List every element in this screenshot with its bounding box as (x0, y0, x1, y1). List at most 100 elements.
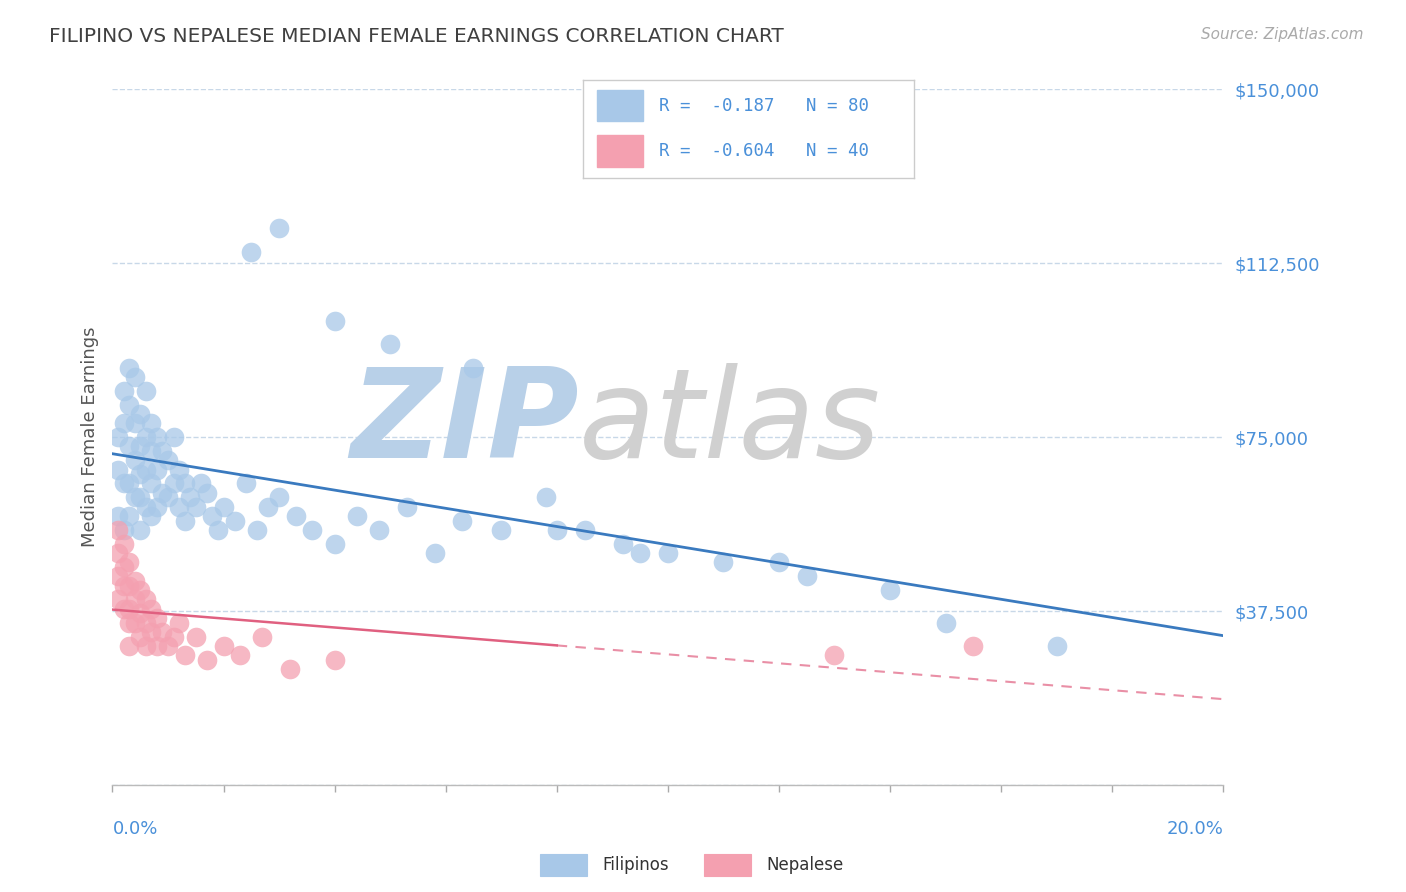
Point (229, 648, 252, 662)
Point (107, 569, 129, 583)
Point (124, 592, 146, 607)
Point (235, 476, 257, 491)
Point (423, 546, 446, 560)
Point (879, 583, 901, 598)
Point (212, 500, 235, 514)
Text: Nepalese: Nepalese (766, 856, 844, 874)
Point (118, 578, 141, 592)
Point (129, 523, 152, 537)
Point (124, 491, 146, 505)
Point (141, 624, 163, 639)
Point (141, 601, 163, 615)
Point (368, 523, 391, 537)
Point (346, 508, 368, 523)
Point (135, 384, 157, 398)
Point (491, 523, 513, 537)
Point (162, 430, 184, 444)
Point (112, 384, 135, 398)
Point (107, 430, 129, 444)
Y-axis label: Median Female Earnings: Median Female Earnings (80, 326, 98, 548)
Point (451, 514, 474, 528)
Point (1045, 639, 1069, 653)
Point (112, 416, 135, 430)
Bar (704, 855, 751, 876)
Point (124, 453, 146, 467)
Point (107, 523, 129, 537)
Point (167, 462, 190, 476)
Point (135, 639, 157, 653)
Text: Filipinos: Filipinos (602, 856, 669, 874)
Text: atlas: atlas (579, 363, 882, 483)
Point (107, 462, 129, 476)
Point (146, 639, 169, 653)
Point (118, 615, 141, 630)
Point (162, 630, 184, 644)
Point (323, 314, 346, 328)
Point (118, 476, 141, 491)
Point (118, 439, 141, 453)
Point (141, 508, 163, 523)
Point (173, 514, 195, 528)
Point (824, 648, 846, 662)
Point (612, 537, 634, 551)
Point (323, 537, 346, 551)
Point (301, 523, 323, 537)
Point (463, 360, 485, 375)
Point (380, 337, 402, 351)
Point (107, 508, 129, 523)
Point (195, 485, 218, 500)
Point (713, 555, 735, 569)
Point (124, 416, 146, 430)
Text: R =  -0.187   N = 80: R = -0.187 N = 80 (659, 97, 869, 115)
Point (112, 578, 135, 592)
Point (118, 360, 141, 375)
Point (118, 639, 141, 653)
Point (252, 630, 274, 644)
Bar (596, 90, 643, 121)
Point (152, 444, 174, 458)
Point (124, 574, 146, 588)
Point (184, 630, 207, 644)
Point (173, 648, 195, 662)
Point (284, 508, 307, 523)
Point (129, 467, 152, 482)
Point (129, 491, 152, 505)
Point (129, 630, 152, 644)
Text: FILIPINO VS NEPALESE MEDIAN FEMALE EARNINGS CORRELATION CHART: FILIPINO VS NEPALESE MEDIAN FEMALE EARNI… (49, 27, 785, 45)
Point (152, 624, 174, 639)
Point (179, 491, 201, 505)
Point (146, 462, 169, 476)
Point (107, 592, 129, 607)
Point (141, 416, 163, 430)
Point (157, 639, 180, 653)
Point (146, 430, 169, 444)
Point (768, 555, 790, 569)
Point (124, 615, 146, 630)
Point (118, 555, 141, 569)
Point (157, 453, 180, 467)
Point (546, 523, 568, 537)
Point (267, 221, 291, 235)
Point (240, 244, 263, 259)
Point (135, 592, 157, 607)
Point (129, 407, 152, 421)
Point (135, 462, 157, 476)
Text: 0.0%: 0.0% (112, 820, 157, 838)
Point (129, 439, 152, 453)
Point (135, 615, 157, 630)
Point (129, 583, 152, 598)
Point (395, 500, 418, 514)
Point (201, 508, 224, 523)
Bar (596, 136, 643, 167)
Point (167, 615, 190, 630)
Point (267, 491, 291, 505)
Point (112, 476, 135, 491)
Point (246, 523, 269, 537)
Point (157, 491, 180, 505)
Point (135, 430, 157, 444)
Point (112, 523, 135, 537)
Point (195, 653, 218, 667)
Point (162, 476, 184, 491)
Point (124, 369, 146, 384)
Point (141, 476, 163, 491)
